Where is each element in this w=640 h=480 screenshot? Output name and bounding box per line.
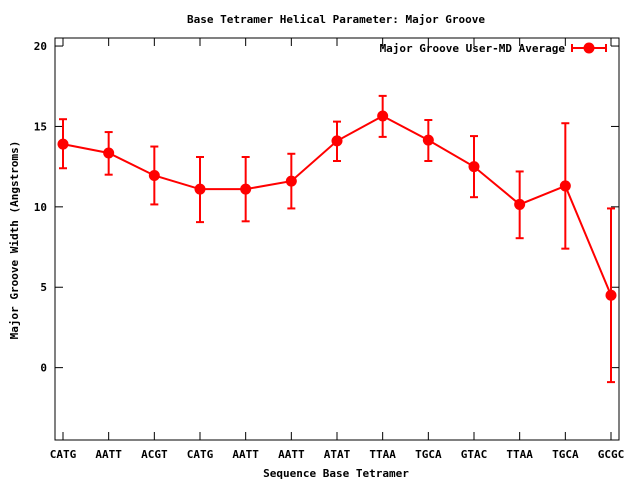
- legend: Major Groove User-MD Average: [380, 42, 607, 55]
- data-point: [57, 138, 69, 150]
- data-point: [422, 134, 434, 146]
- data-point: [605, 289, 617, 301]
- chart-title: Base Tetramer Helical Parameter: Major G…: [187, 13, 485, 26]
- y-tick-label: 0: [40, 362, 47, 375]
- data-point: [194, 183, 206, 195]
- x-tick-label: AATT: [278, 448, 305, 461]
- data-point: [240, 183, 252, 195]
- data-point: [377, 110, 389, 122]
- x-tick-label: TGCA: [552, 448, 579, 461]
- x-tick-label: ACGT: [141, 448, 168, 461]
- legend-label: Major Groove User-MD Average: [380, 42, 566, 55]
- x-tick-label: TTAA: [506, 448, 533, 461]
- plot-frame: [54, 37, 620, 441]
- x-tick-label: AATT: [232, 448, 259, 461]
- x-tick-label: GTAC: [461, 448, 488, 461]
- data-point: [103, 147, 115, 159]
- series-layer: [57, 94, 617, 384]
- legend-marker: [583, 42, 595, 54]
- y-axis-ticks: 0 5 10 15 20: [34, 40, 619, 375]
- x-axis-ticks: CATG AATT ACGT CATG AATT AATT ATAT TTAA TGCA GTAC…: [50, 38, 625, 461]
- data-point: [559, 180, 571, 192]
- x-tick-label: AATT: [95, 448, 122, 461]
- y-tick-label: 20: [34, 40, 47, 53]
- x-tick-label: GCGC: [598, 448, 625, 461]
- x-tick-label: CATG: [187, 448, 214, 461]
- y-tick-label: 15: [34, 120, 47, 133]
- data-point: [514, 198, 526, 210]
- data-point: [285, 175, 297, 187]
- y-axis-label: Major Groove Width (Angstroms): [8, 141, 21, 340]
- x-tick-label: TTAA: [369, 448, 396, 461]
- data-point: [331, 135, 343, 147]
- y-tick-label: 10: [34, 201, 47, 214]
- y-tick-label: 5: [40, 281, 47, 294]
- data-point: [148, 169, 160, 181]
- x-tick-label: TGCA: [415, 448, 442, 461]
- data-point: [468, 161, 480, 173]
- x-axis-label: Sequence Base Tetramer: [263, 467, 409, 480]
- x-tick-label: ATAT: [324, 448, 351, 461]
- x-tick-label: CATG: [50, 448, 77, 461]
